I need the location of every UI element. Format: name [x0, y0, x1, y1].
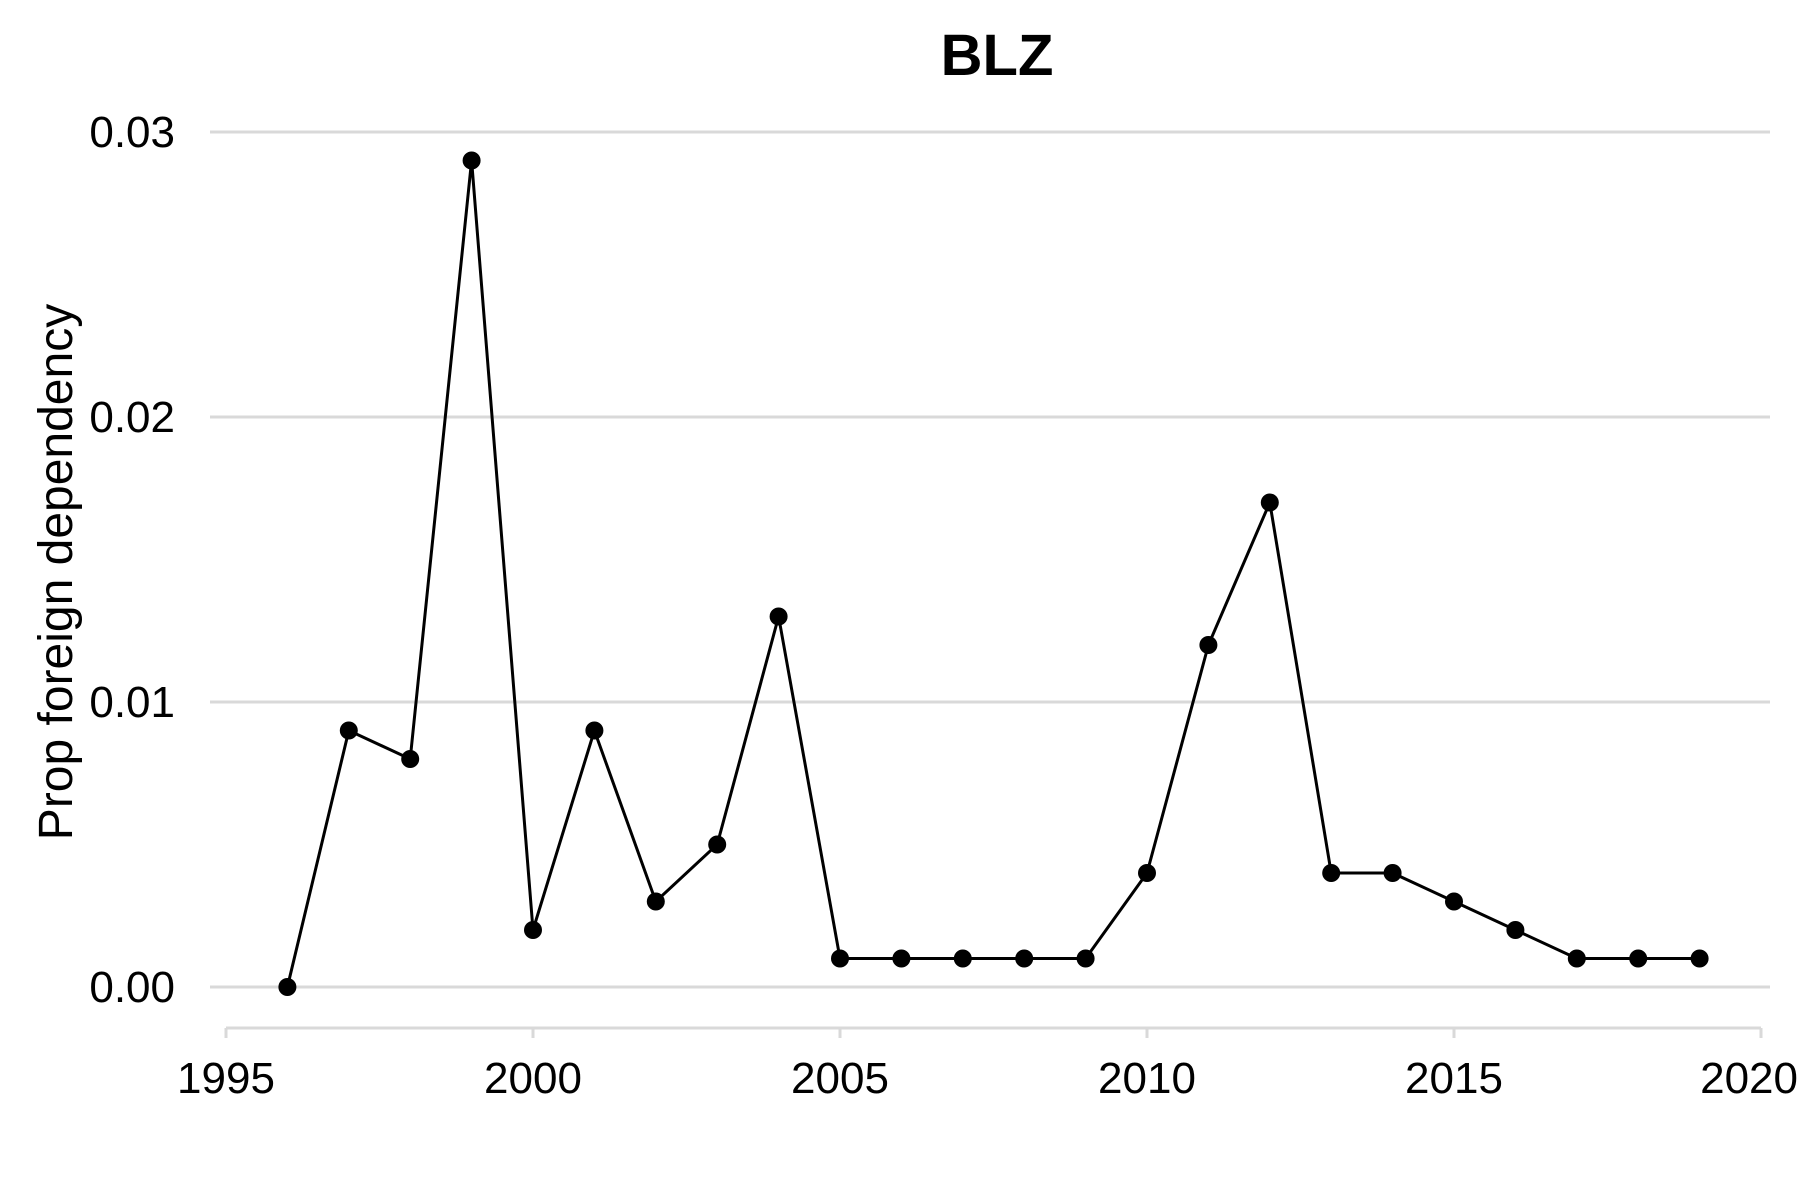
data-point	[585, 721, 604, 740]
series	[278, 151, 1709, 996]
chart-title: BLZ	[941, 23, 1054, 88]
data-point	[278, 978, 297, 996]
data-point	[1690, 949, 1709, 968]
y-tick-label: 0.01	[89, 678, 175, 727]
data-point	[953, 949, 972, 968]
data-point	[769, 607, 788, 626]
x-tick-label: 2010	[1098, 1054, 1196, 1103]
x-axis: 1995 2000 2005 2010 2015 2020	[177, 1026, 1798, 1103]
x-tick-label: 1995	[177, 1054, 275, 1103]
data-point	[401, 750, 420, 768]
data-point	[708, 835, 727, 854]
x-tick-label: 2005	[791, 1054, 889, 1103]
x-tick-label: 2015	[1405, 1054, 1503, 1103]
data-point	[1076, 949, 1095, 968]
data-point	[339, 721, 358, 740]
data-point	[831, 949, 849, 968]
data-point	[1260, 493, 1279, 512]
data-point	[462, 151, 481, 170]
y-tick-label: 0.00	[89, 963, 175, 1012]
data-point	[1629, 949, 1648, 968]
data-point	[1445, 892, 1463, 911]
data-point	[646, 892, 665, 911]
y-axis-title: Prop foreign dependency	[30, 304, 83, 840]
data-point	[1567, 949, 1586, 968]
x-tick-label: 2000	[484, 1054, 582, 1103]
data-point	[1383, 864, 1402, 882]
data-point	[1199, 636, 1218, 654]
data-point	[1506, 921, 1525, 939]
data-point	[892, 949, 911, 968]
data-point	[524, 921, 542, 939]
y-tick-label: 0.03	[89, 108, 175, 157]
data-point	[1015, 949, 1034, 968]
data-point	[1322, 864, 1341, 882]
series-line	[285, 160, 1700, 988]
data-point	[1138, 864, 1156, 882]
x-tick-label: 2020	[1700, 1054, 1798, 1103]
gridlines	[210, 130, 1770, 989]
y-axis: 0.00 0.01 0.02 0.03	[89, 108, 175, 1012]
y-tick-label: 0.02	[89, 393, 175, 442]
